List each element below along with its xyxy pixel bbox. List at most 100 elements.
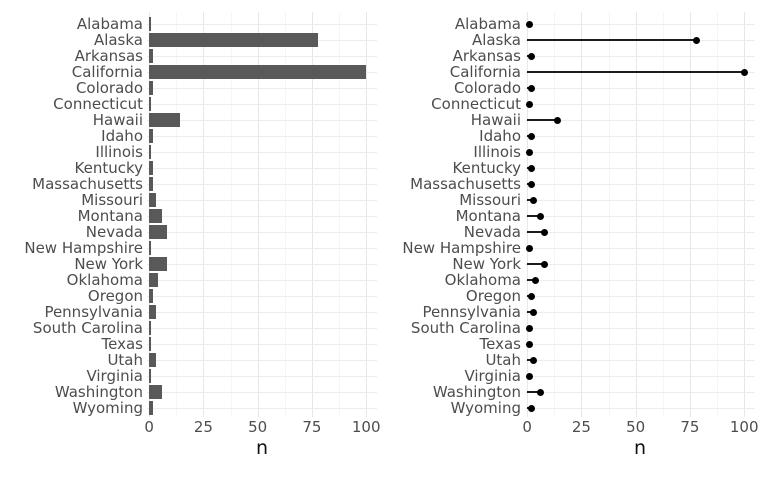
y-axis-label: Montana <box>455 207 521 225</box>
y-axis-label: California <box>71 63 143 81</box>
lollipop-stem <box>527 231 545 233</box>
y-axis-label: Arkansas <box>452 47 521 65</box>
lollipop-dot <box>525 148 533 156</box>
gridline-y <box>147 263 377 265</box>
y-axis-label: Nevada <box>85 223 143 241</box>
y-axis-label: Massachusetts <box>32 175 143 193</box>
gridline-y <box>147 183 377 185</box>
y-axis-label: South Carolina <box>32 319 143 337</box>
gridline-y <box>147 55 377 57</box>
gridline-x-minor <box>176 12 178 417</box>
gridline-y <box>147 199 377 201</box>
gridline-y <box>147 151 377 153</box>
y-axis-label: Alabama <box>454 15 521 33</box>
gridline-x-major <box>635 12 637 417</box>
gridline-y <box>147 135 377 137</box>
bar <box>149 337 152 351</box>
lollipop-stem <box>527 263 545 265</box>
y-axis-label: Kentucky <box>452 159 522 177</box>
lollipop-dot <box>532 276 540 284</box>
gridline-y <box>525 391 755 393</box>
gridline-y <box>147 119 377 121</box>
gridline-y <box>147 359 377 361</box>
lollipop-dot <box>525 340 533 348</box>
x-axis-tick-label: 0 <box>144 418 154 436</box>
gridline-x-minor <box>608 12 610 417</box>
lollipop-dot <box>528 164 535 172</box>
lollipop-dot <box>525 324 533 332</box>
y-axis-label: Arkansas <box>74 47 143 65</box>
y-axis-label: Virginia <box>86 367 143 385</box>
gridline-y <box>525 359 755 361</box>
lollipop-stem <box>527 119 558 121</box>
lollipop-dot <box>528 132 535 140</box>
lollipop-stem <box>527 39 697 41</box>
gridline-x-major <box>744 12 746 417</box>
x-axis-tick-label: 50 <box>248 418 268 436</box>
y-axis-label: Oregon <box>465 287 521 305</box>
gridline-y <box>525 279 755 281</box>
gridline-y <box>525 23 755 25</box>
bar <box>149 401 154 415</box>
gridline-y <box>525 119 755 121</box>
gridline-y <box>147 87 377 89</box>
gridline-y <box>525 247 755 249</box>
y-axis-label: Hawaii <box>470 111 521 129</box>
gridline-y <box>147 391 377 393</box>
lollipop-dot <box>536 388 544 396</box>
y-axis-label: Alabama <box>76 15 143 33</box>
x-axis-tick-label: 25 <box>571 418 591 436</box>
y-axis-label: Idaho <box>101 127 143 145</box>
gridline-y <box>525 151 755 153</box>
gridline-y <box>147 407 377 409</box>
y-axis-label: New York <box>452 255 521 273</box>
y-axis-label: Alaska <box>471 31 521 49</box>
bar <box>149 289 154 303</box>
bar <box>149 113 180 127</box>
y-axis-label: Alaska <box>93 31 143 49</box>
gridline-y <box>525 311 755 313</box>
gridline-x-major <box>311 12 313 417</box>
x-axis-title: n <box>255 437 269 459</box>
x-axis-tick-label: 25 <box>193 418 213 436</box>
gridline-y <box>147 23 377 25</box>
y-axis-label: Illinois <box>95 143 143 161</box>
y-axis-label: Oklahoma <box>66 271 143 289</box>
y-axis-label: Idaho <box>479 127 521 145</box>
gridline-y <box>147 327 377 329</box>
y-axis-label: Washington <box>54 383 143 401</box>
y-axis-label: Kentucky <box>74 159 144 177</box>
gridline-y <box>525 343 755 345</box>
gridline-y <box>147 103 377 105</box>
lollipop-dot <box>528 180 535 188</box>
y-axis-label: Pennsylvania <box>44 303 143 321</box>
y-axis-label: California <box>449 63 521 81</box>
y-axis-label: Connecticut <box>431 95 521 113</box>
y-axis-label: Montana <box>77 207 143 225</box>
y-axis-label: Oklahoma <box>444 271 521 289</box>
lollipop-stem <box>527 279 536 281</box>
x-axis-tick-label: 50 <box>626 418 646 436</box>
x-axis-tick-label: 75 <box>302 418 322 436</box>
gridline-y <box>147 215 377 217</box>
lollipop-dot <box>541 260 548 268</box>
gridline-x-minor <box>662 12 664 417</box>
bar <box>149 225 167 239</box>
lollipop-dot <box>528 404 535 412</box>
gridline-y <box>525 103 755 105</box>
y-axis-label: Pennsylvania <box>422 303 521 321</box>
lollipop-stem <box>527 391 541 393</box>
gridline-x-major <box>203 12 205 417</box>
gridline-y <box>147 167 377 169</box>
gridline-y <box>147 279 377 281</box>
y-axis-label: Wyoming <box>450 399 521 417</box>
y-axis-label: Missouri <box>81 191 143 209</box>
gridline-x-major <box>257 12 259 417</box>
gridline-y <box>147 247 377 249</box>
gridline-y <box>147 375 377 377</box>
gridline-y <box>525 407 755 409</box>
bar <box>149 49 154 63</box>
y-axis-label: New Hampshire <box>402 239 521 257</box>
lollipop-dot <box>528 84 535 92</box>
